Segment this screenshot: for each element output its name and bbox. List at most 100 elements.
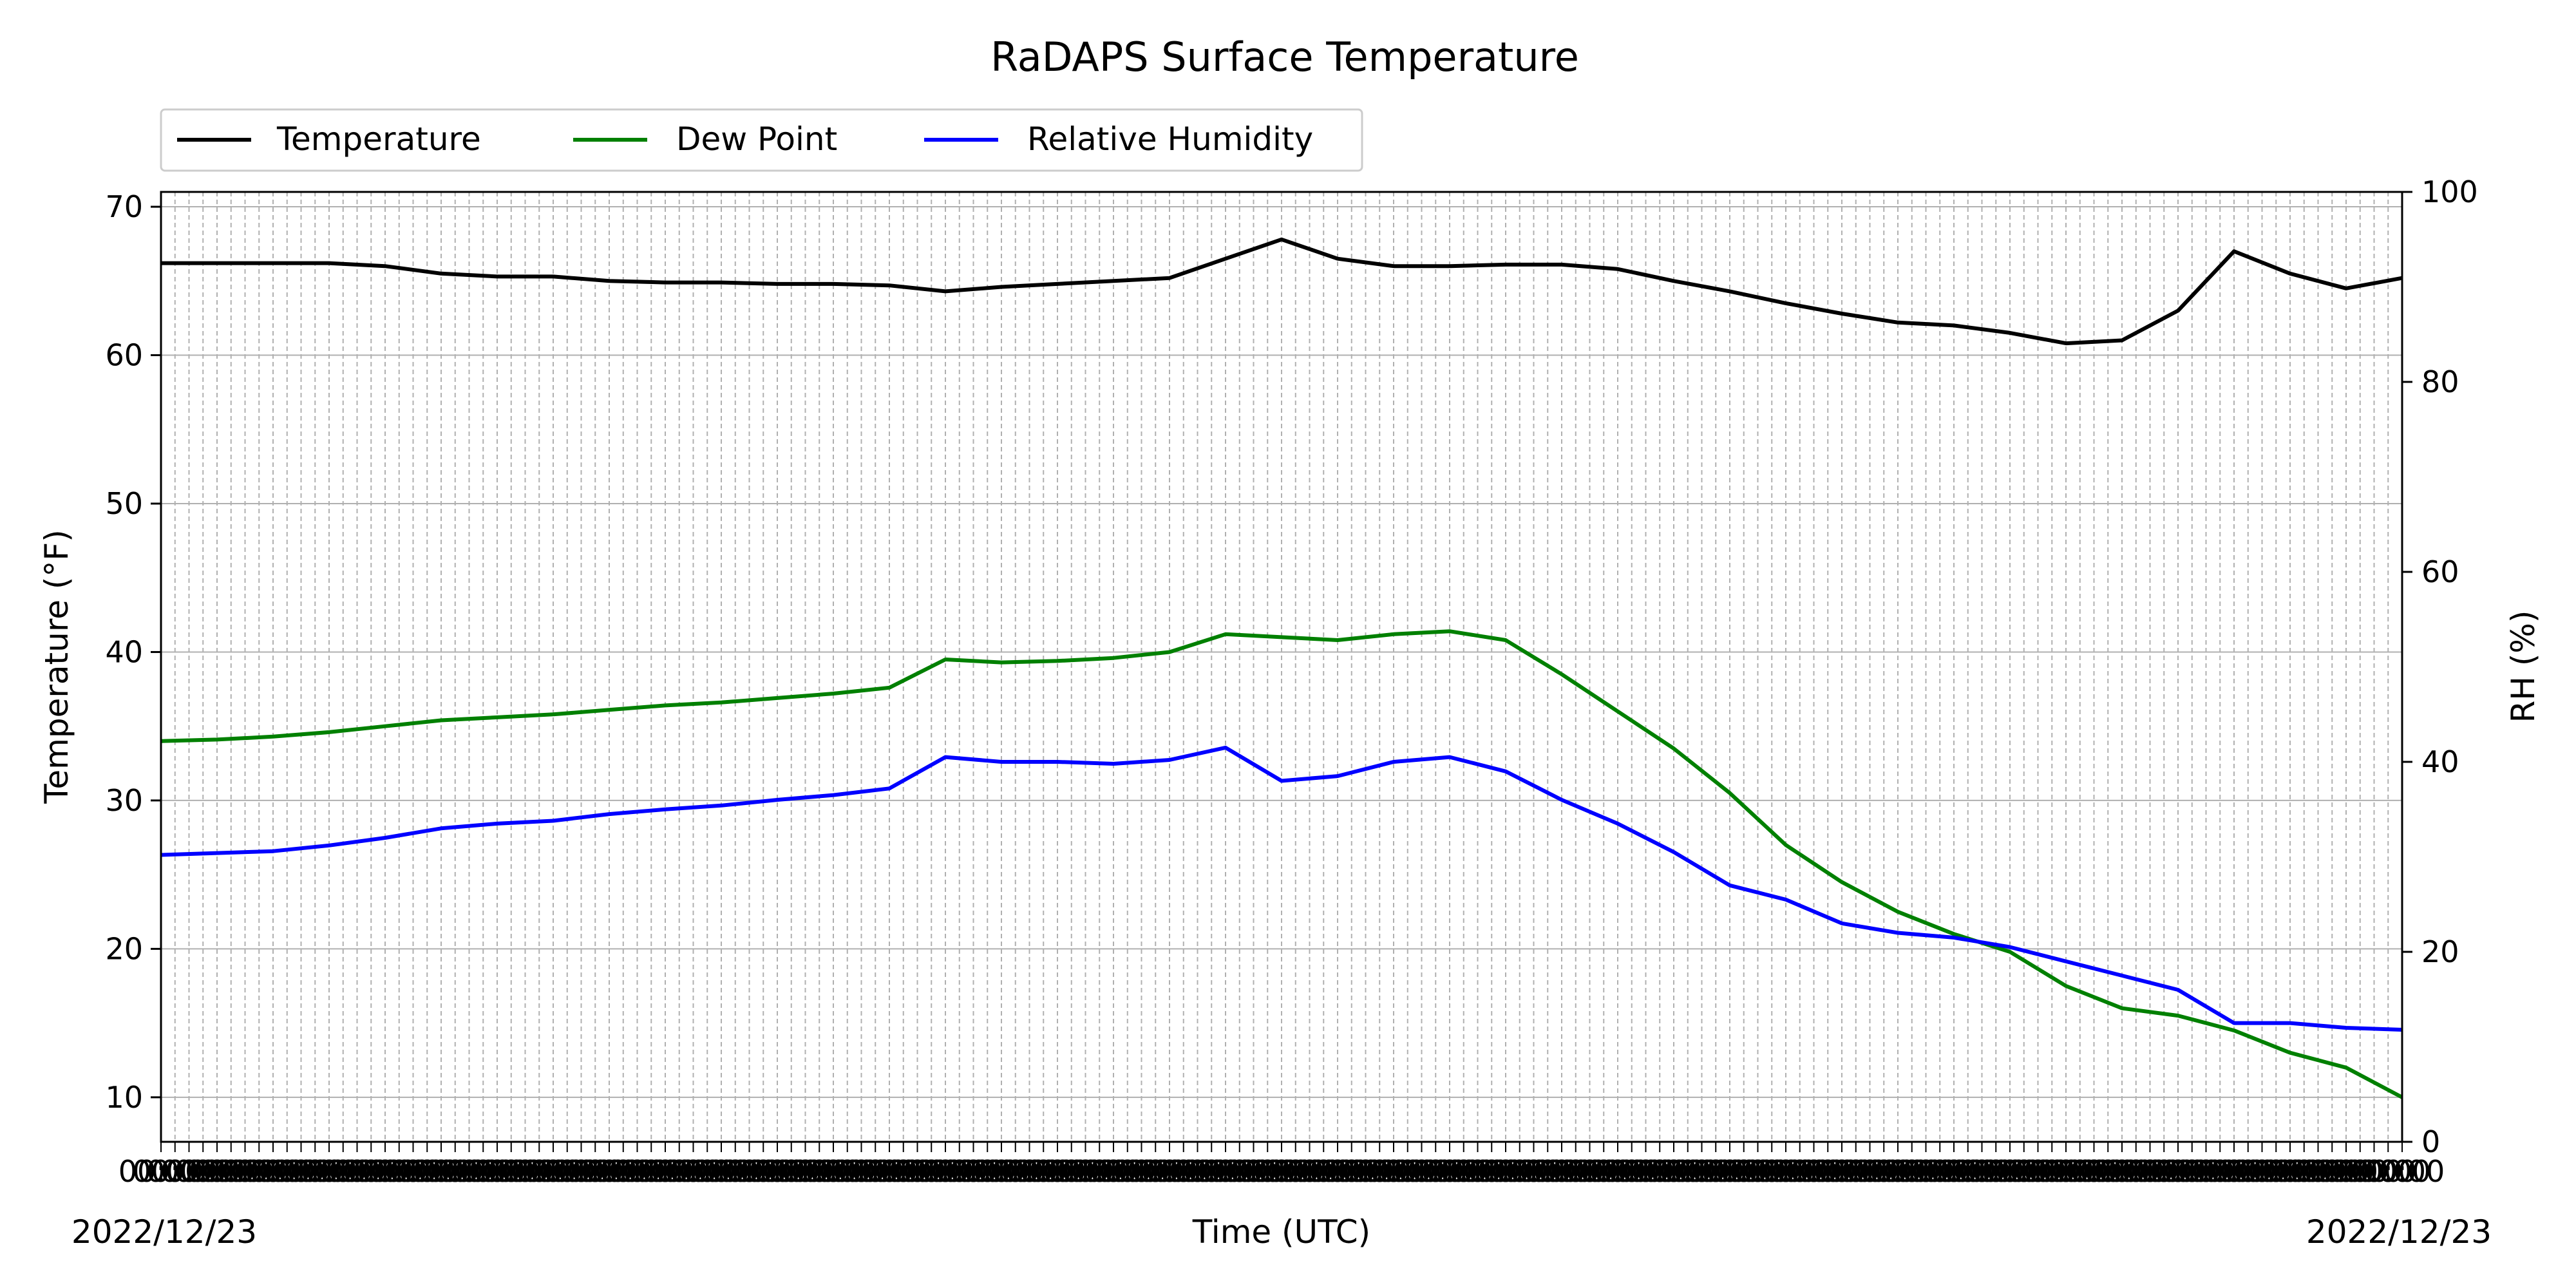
chart-title: RaDAPS Surface Temperature [990,33,1579,80]
x-tick-label: 00:00 [889,1154,974,1189]
y-axis-left-label: Temperature (°F) [38,529,75,804]
x-tick-label: 00:00 [833,1154,918,1189]
x-tick-label: 00:00 [146,1154,232,1189]
y-right-tick-label: 20 [2421,934,2459,969]
x-tick-label: 00:00 [721,1154,806,1189]
x-tick-label: 00:00 [2177,1154,2263,1189]
x-tick-label: 00:00 [1267,1154,1352,1189]
x-tick-label: 00:00 [1729,1154,1815,1189]
x-tick-label: 00:00 [1239,1154,1325,1189]
x-tick-label: 00:00 [1043,1154,1128,1189]
x-tick-label: 00:00 [1141,1154,1226,1189]
x-tick-label: 00:00 [231,1154,316,1189]
x-tick-label: 00:00 [2261,1154,2347,1189]
x-tick-label: 00:00 [762,1154,848,1189]
x-tick-label: 00:00 [650,1154,736,1189]
x-tick-label: 00:00 [370,1154,456,1189]
legend-label-dew-point: Dew Point [676,120,837,158]
x-tick-label: 00:00 [1323,1154,1408,1189]
x-tick-label: 00:00 [1883,1154,1969,1189]
x-tick-label: 00:00 [132,1154,218,1189]
x-tick-label: 00:00 [1393,1154,1479,1189]
x-tick-label: 00:00 [2009,1154,2095,1189]
x-tick-label: 00:00 [497,1154,582,1189]
x-tick-label: 00:00 [1463,1154,1549,1189]
x-tick-label: 00:00 [1771,1154,1857,1189]
x-tick-label: 00:00 [2121,1154,2207,1189]
x-tick-label: 00:00 [1183,1154,1269,1189]
x-tick-label: 00:00 [1253,1154,1338,1189]
x-tick-label: 00:00 [1001,1154,1086,1189]
x-tick-label: 00:00 [1631,1154,1717,1189]
x-tick-label: 00:00 [188,1154,274,1189]
x-tick-label: 00:00 [1225,1154,1311,1189]
y-left-tick-label: 10 [105,1080,143,1115]
x-tick-label: 00:00 [819,1154,904,1189]
x-tick-label: 00:00 [972,1154,1058,1189]
x-tick-label: 00:00 [2037,1154,2123,1189]
series-line-temperature [161,237,2403,346]
x-tick-label: 00:00 [356,1154,442,1189]
series-layer [160,237,2403,1099]
x-tick-label: 00:00 [1505,1154,1591,1189]
x-tick-label: 00:00 [1365,1154,1450,1189]
x-tick-label: 00:00 [2065,1154,2151,1189]
x-axis-label: Time (UTC) [1192,1213,1370,1251]
x-tick-label: 00:00 [1785,1154,1871,1189]
x-tick-label: 00:00 [1015,1154,1101,1189]
x-tick-label: 00:00 [1309,1154,1394,1189]
x-tick-label: 00:00 [1953,1154,2039,1189]
x-tick-label: 00:00 [1071,1154,1157,1189]
x-tick-label: 00:00 [1281,1154,1367,1189]
x-tick-label: 00:00 [1981,1154,2067,1189]
date-left: 2022/12/23 [71,1213,257,1251]
x-tick-label: 00:00 [202,1154,288,1189]
x-tick-label: 00:00 [860,1154,946,1189]
x-tick-label: 00:00 [1449,1154,1535,1189]
x-tick-label: 00:00 [175,1154,260,1189]
y-right-tick-label: 60 [2421,554,2459,589]
x-tick-label: 00:00 [426,1154,512,1189]
x-tick-label: 00:00 [1897,1154,1983,1189]
x-tick-label: 00:00 [580,1154,666,1189]
x-tick-label: 00:00 [399,1154,484,1189]
y-left-tick-label: 50 [105,486,143,521]
x-tick-label: 00:00 [328,1154,414,1189]
x-tick-label: 00:00 [1379,1154,1464,1189]
x-tick-label: 00:00 [1547,1154,1633,1189]
x-tick-label: 00:00 [916,1154,1002,1189]
x-tick-label: 00:00 [287,1154,372,1189]
x-tick-label: 00:00 [692,1154,778,1189]
x-tick-label: 00:00 [1127,1154,1213,1189]
x-axis: 00:0000:0000:0000:0000:0000:0000:0000:00… [118,1142,2445,1189]
y-left-tick-label: 30 [105,783,143,818]
x-tick-label: 00:00 [440,1154,526,1189]
series-line-dew-point [160,629,2403,1099]
plot-area [160,191,2403,1143]
legend: Temperature Dew Point Relative Humidity [160,108,1363,172]
x-tick-label: 00:00 [1715,1154,1801,1189]
x-tick-label: 00:00 [1855,1154,1941,1189]
x-tick-label: 00:00 [2233,1154,2319,1189]
x-tick-label: 00:00 [1421,1154,1506,1189]
x-tick-label: 00:00 [1435,1154,1520,1189]
x-tick-label: 00:00 [216,1154,302,1189]
x-tick-label: 00:00 [1799,1154,1885,1189]
x-tick-label: 00:00 [1841,1154,1927,1189]
x-tick-label: 00:00 [2289,1154,2375,1189]
series-line-relative-humidity [160,745,2403,1032]
x-tick-label: 00:00 [2275,1154,2361,1189]
x-tick-label: 00:00 [567,1154,652,1189]
x-tick-label: 00:00 [412,1154,498,1189]
x-tick-label: 00:00 [2360,1154,2445,1189]
y-right-tick-label: 80 [2421,365,2459,399]
legend-label-temperature: Temperature [276,120,481,158]
x-tick-label: 00:00 [1617,1154,1703,1189]
x-tick-label: 00:00 [1113,1154,1198,1189]
x-tick-label: 00:00 [623,1154,708,1189]
x-tick-label: 00:00 [468,1154,554,1189]
x-tick-label: 00:00 [1519,1154,1605,1189]
x-tick-label: 00:00 [384,1154,470,1189]
x-tick-label: 00:00 [1491,1154,1577,1189]
x-tick-label: 00:00 [1869,1154,1955,1189]
